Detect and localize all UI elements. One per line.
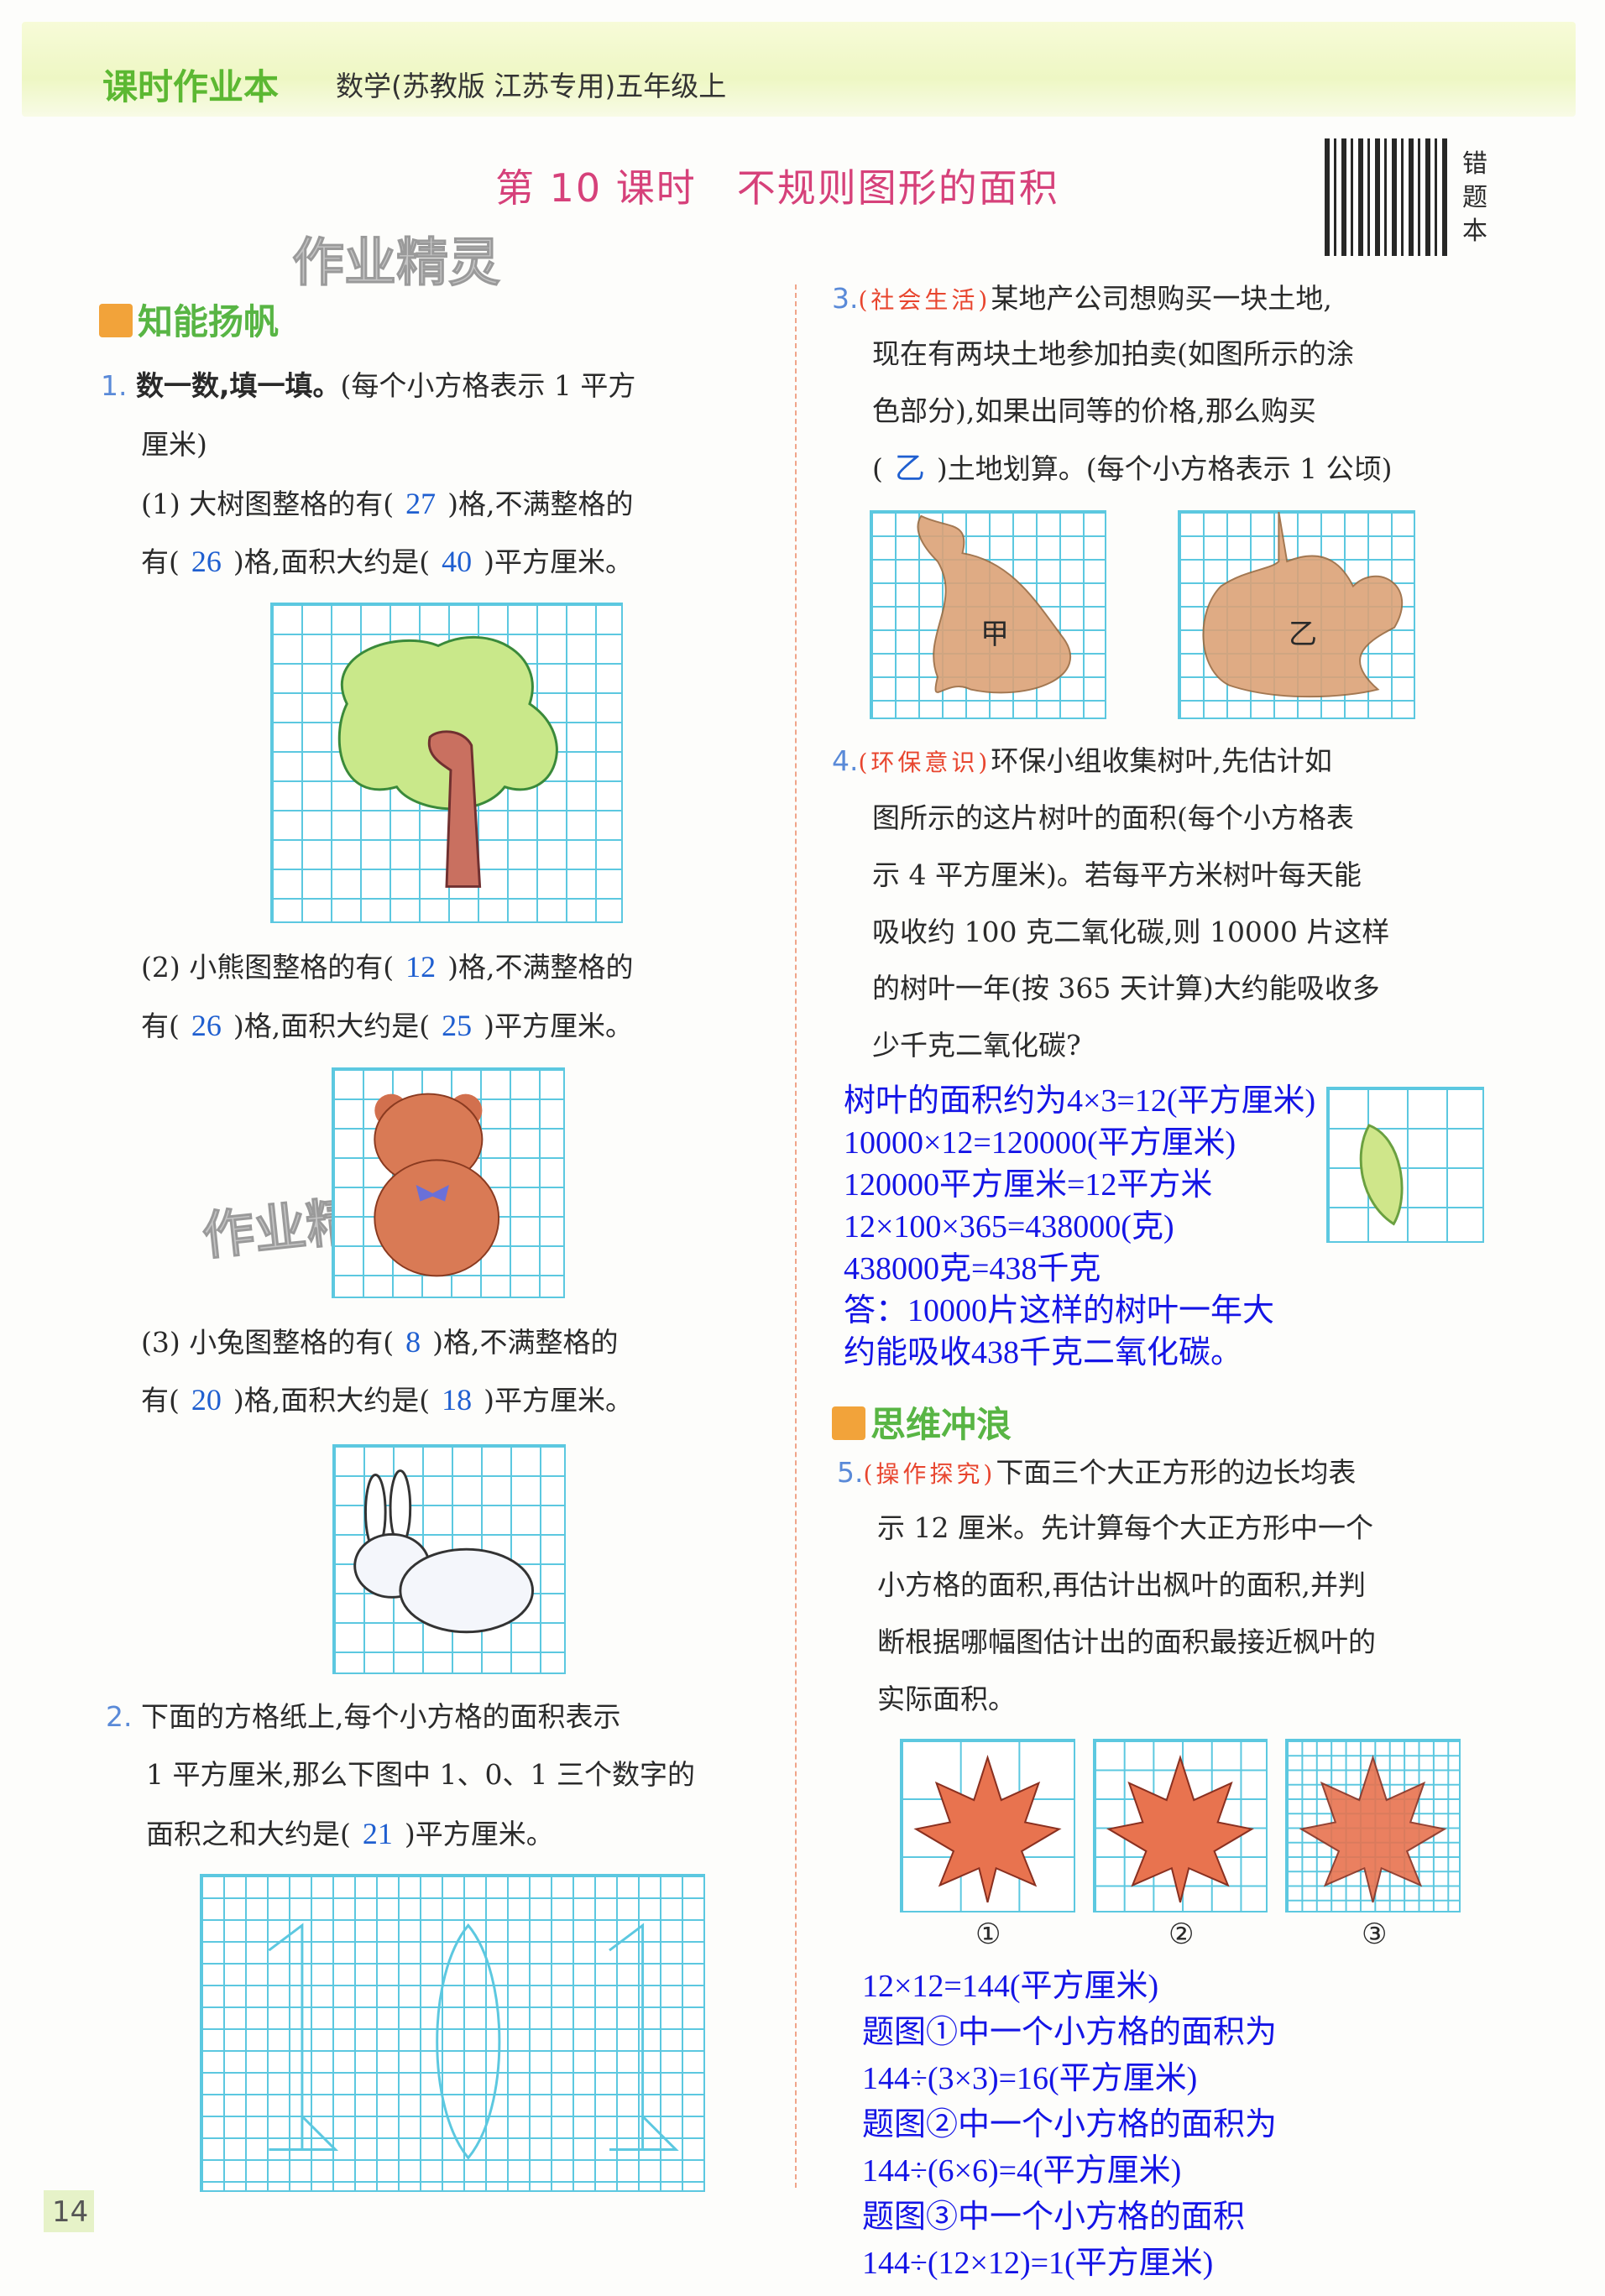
land-a-grid: 甲 [870,510,1106,719]
q-text: 色部分),如果出同等的价格,那么购买 [872,394,1316,427]
q-tag: (操作探究) [863,1460,996,1488]
q4-answer-line: 答：10000片这样的树叶一年大 [844,1293,1275,1328]
question-5: 5.(操作探究)下面三个大正方形的边长均表 [837,1456,1357,1489]
q-text: 现在有两块土地参加拍卖(如图所示的涂 [872,337,1354,370]
q1-part3-line1: (3) 小兔图整格的有(8)格,不满整格的 [141,1325,619,1359]
figure-label: ① [975,1918,1001,1951]
rabbit-grid [332,1444,566,1674]
answer-blank: 25 [442,1009,473,1042]
q-text: 示 12 厘米。先计算每个大正方形中一个 [877,1511,1373,1544]
q2-line3: 面积之和大约是(21)平方厘米。 [146,1817,554,1850]
maple-leaf [1106,1754,1255,1903]
q1-part2-line2: 有(26)格,面积大约是(25)平方厘米。 [141,1009,633,1042]
maple-leaf [913,1754,1062,1903]
q-text: 的树叶一年(按 365 天计算)大约能吸收多 [872,972,1380,1004]
leaf-grid [1326,1087,1484,1243]
section-icon [832,1406,865,1440]
bear-grid [332,1067,565,1298]
figure-label: ③ [1362,1918,1388,1951]
q-title: 数一数,填一填。 [136,369,341,402]
lesson-title: 第 10 课时 不规则图形的面积 [495,165,1059,211]
answer-blank: 20 [191,1383,222,1417]
qr-code[interactable] [1325,138,1447,256]
section-title: 知能扬帆 [138,301,280,342]
q-number: 1. [101,369,128,402]
qr-label: 错题本 [1462,149,1487,246]
maple-grid-1 [900,1739,1075,1912]
q4-answer-line: 树叶的面积约为4×3=12(平方厘米) [844,1083,1316,1119]
q-text: 断根据哪幅图估计出的面积最接近枫叶的 [877,1625,1376,1658]
q4-answer-line: 12×100×365=438000(克) [844,1209,1174,1245]
section-heading: 思维冲浪 [832,1396,1012,1448]
q1-part1-line2: 有(26)格,面积大约是(40)平方厘米。 [141,545,633,578]
q-tag: (环保意识) [858,749,991,776]
q-note: 厘米) [141,428,207,461]
maple-grid-2 [1093,1739,1268,1912]
answer-blank: 18 [442,1383,473,1417]
land-b-label: 乙 [1289,618,1317,651]
q4-answer-line: 120000平方厘米=12平方米 [844,1167,1213,1203]
q1-part2-line1: (2) 小熊图整格的有(12)格,不满整格的 [141,950,634,984]
q4-answer-line: 10000×12=120000(平方厘米) [844,1125,1236,1161]
q-text: 小方格的面积,再估计出枫叶的面积,并判 [877,1568,1366,1601]
section-title: 思维冲浪 [870,1404,1012,1445]
q1-part3-line2: 有(20)格,面积大约是(18)平方厘米。 [141,1383,633,1417]
digits-101-picture [268,1923,679,2160]
page-number: 14 [44,2190,94,2232]
q5-answer-line: 题图①中一个小方格的面积为 [862,2015,1278,2050]
digits-grid [200,1874,705,2192]
tree-grid [270,603,623,923]
tree-picture [337,636,558,888]
q-text: 1 平方厘米,那么下图中 1、0、1 三个数字的 [146,1758,695,1791]
bear-picture [374,1093,500,1277]
question-4: 4.(环保意识)环保小组收集树叶,先估计如 [832,744,1332,777]
q-text: 实际面积。 [877,1683,1016,1715]
q5-answer-line: 144÷(3×3)=16(平方厘米) [862,2061,1198,2096]
answer-blank: 8 [405,1325,421,1359]
answer-blank: 12 [405,950,437,984]
maple-leaf [1299,1754,1447,1903]
rabbit-picture [353,1469,535,1634]
land-a-label: 甲 [980,618,1009,651]
book-subtitle: 数学(苏教版 江苏专用)五年级上 [336,70,727,102]
q5-answer-line: 144÷(6×6)=4(平方厘米) [862,2153,1182,2189]
q-note: (每个小方格表示 1 平方 [340,369,636,402]
q5-answer-line: 题图③中一个小方格的面积 [862,2199,1246,2235]
land-a-shape [917,514,1072,694]
answer-blank: 21 [362,1817,393,1850]
watermark: 作业精灵 [291,232,501,294]
question-2: 2. 下面的方格纸上,每个小方格的面积表示 [106,1700,621,1733]
q5-answer-line: 12×12=144(平方厘米) [862,1969,1159,2004]
answer-blank: 乙 [894,451,925,485]
q1-part1-line1: (1) 大树图整格的有(27)格,不满整格的 [141,487,634,520]
land-b-grid: 乙 [1178,510,1415,719]
maple-grid-3 [1285,1739,1461,1912]
q-text: 少千克二氧化碳? [872,1029,1081,1062]
section-icon [99,304,133,337]
q4-answer-line: 约能吸收438千克二氧化碳。 [844,1335,1243,1370]
column-divider [795,284,797,2188]
question-3: 3.(社会生活)某地产公司想购买一块土地, [832,282,1332,315]
leaf-picture [1359,1124,1404,1226]
q-tag: (社会生活) [858,286,991,314]
section-heading: 知能扬帆 [99,294,279,345]
q-text: 示 4 平方厘米)。若每平方米树叶每天能 [872,858,1362,891]
q5-answer-line: 144÷(12×12)=1(平方厘米) [862,2246,1214,2281]
book-brand: 课时作业本 [102,66,280,107]
q5-answer-line: 题图②中一个小方格的面积为 [862,2107,1278,2142]
q-text: 吸收约 100 克二氧化碳,则 10000 片这样 [872,916,1390,948]
answer-blank: 27 [405,487,437,520]
land-b-shape [1202,512,1404,698]
answer-blank: 40 [442,545,473,578]
header-band [22,22,1576,117]
q-text: 图所示的这片树叶的面积(每个小方格表 [872,801,1354,834]
q4-answer-line: 438000克=438千克 [844,1251,1101,1286]
q3-line4: (乙)土地划算。(每个小方格表示 1 公顷) [872,451,1393,485]
figure-label: ② [1168,1918,1195,1951]
answer-blank: 26 [191,1009,222,1042]
answer-blank: 26 [191,545,222,578]
question-1: 1. 数一数,填一填。(每个小方格表示 1 平方 [101,369,635,403]
